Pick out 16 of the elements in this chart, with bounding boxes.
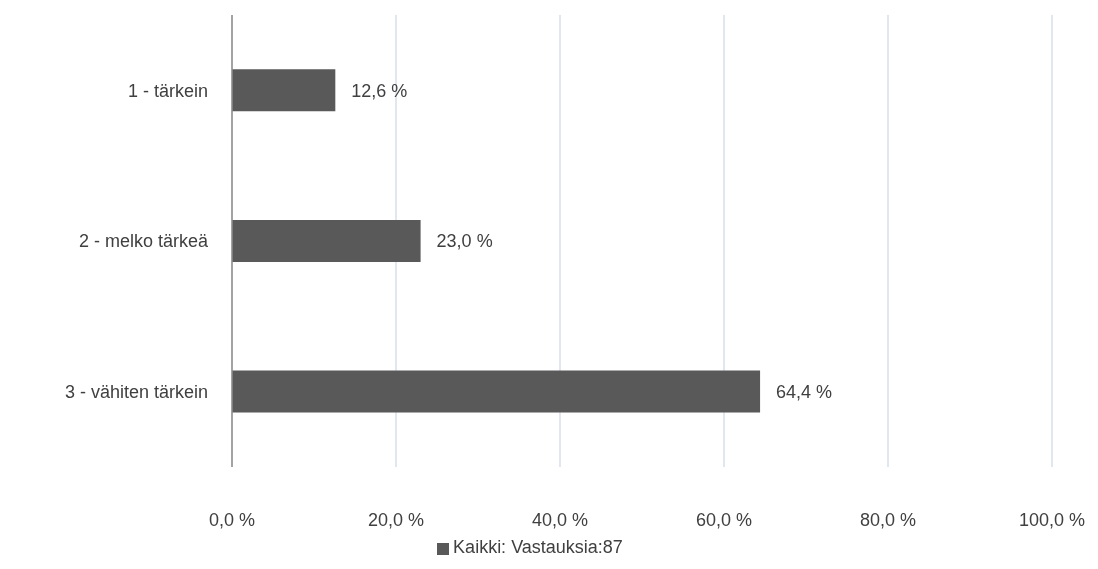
bar <box>232 219 421 262</box>
legend-label: Kaikki: Vastauksia:87 <box>453 537 623 557</box>
data-label: 12,6 % <box>351 80 408 101</box>
x-tick-label: 80,0 % <box>859 509 917 530</box>
x-tick-label: 60,0 % <box>695 509 753 530</box>
x-tick-label: 40,0 % <box>531 509 589 530</box>
x-tick-label: 100,0 % <box>1018 509 1086 530</box>
data-label: 64,4 % <box>776 381 833 402</box>
data-label: 23,0 % <box>436 231 493 252</box>
bar <box>232 370 761 413</box>
y-tick-label: 3 - vähiten tärkein <box>64 382 208 403</box>
y-tick-label: 1 - tärkein <box>127 80 208 101</box>
x-tick-label: 0,0 % <box>208 509 256 530</box>
bar <box>232 69 336 112</box>
x-tick-label: 20,0 % <box>367 509 425 530</box>
y-tick-label: 2 - melko tärkeä <box>78 231 209 252</box>
